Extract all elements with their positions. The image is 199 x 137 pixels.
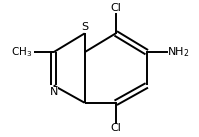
Text: Cl: Cl [110, 123, 121, 133]
Text: NH$_2$: NH$_2$ [167, 45, 190, 59]
Text: N: N [49, 87, 58, 97]
Text: Cl: Cl [110, 3, 121, 13]
Text: CH$_3$: CH$_3$ [11, 45, 32, 59]
Text: S: S [81, 22, 88, 32]
